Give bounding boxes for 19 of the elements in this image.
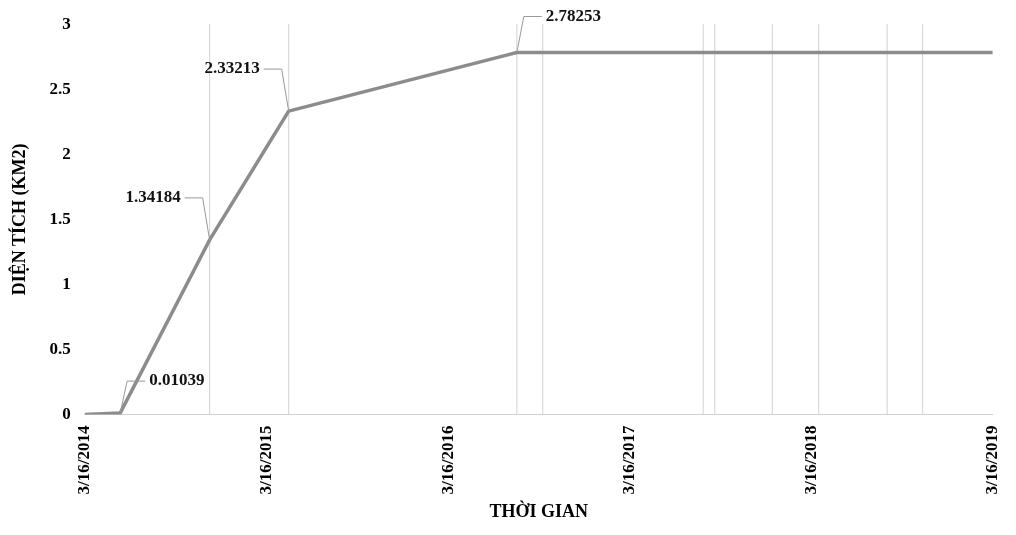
y-tick-label: 2.5: [49, 78, 71, 98]
y-tick-label: 0: [62, 403, 71, 423]
y-tick-label: 1.5: [49, 208, 71, 228]
y-tick-label: 1: [62, 273, 71, 293]
x-axis-title: THỜI GIAN: [489, 499, 588, 521]
y-tick-label: 2: [62, 143, 71, 163]
data-label: 2.78253: [545, 5, 602, 25]
x-tick-label: 3/16/2014: [74, 424, 94, 495]
x-tick-label: 3/16/2019: [981, 425, 1001, 495]
x-tick-label: 3/16/2018: [800, 425, 820, 495]
data-label: 0.01039: [149, 370, 205, 390]
y-tick-label: 0.5: [49, 338, 71, 358]
x-tick-label: 3/16/2017: [619, 424, 639, 495]
y-axis-title: DIỆN TÍCH (KM2): [8, 143, 31, 296]
x-tick-label: 3/16/2015: [255, 425, 275, 495]
x-tick-label: 3/16/2016: [437, 425, 457, 495]
data-label: 2.33213: [204, 58, 260, 78]
y-tick-label: 3: [62, 13, 71, 33]
data-label: 1.34184: [125, 187, 182, 207]
